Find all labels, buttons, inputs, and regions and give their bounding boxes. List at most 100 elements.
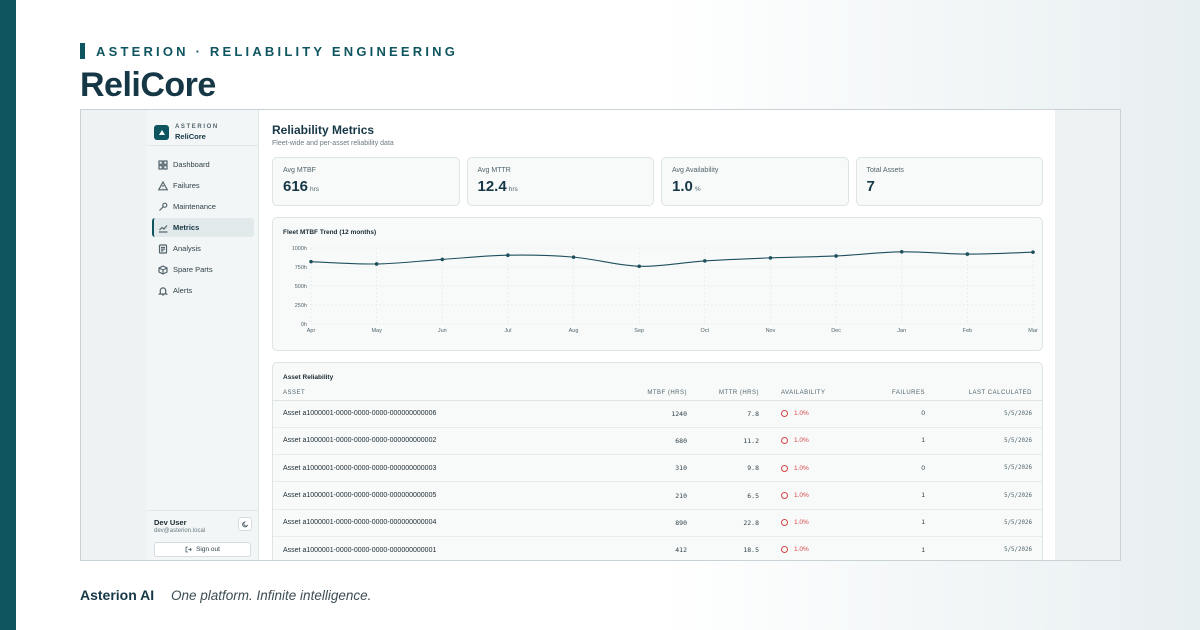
- column-header-availability[interactable]: AVAILABILITY: [769, 387, 879, 401]
- sign-out-label: Sign out: [196, 546, 220, 553]
- sidebar-item-failures[interactable]: Failures: [152, 176, 254, 195]
- y-tick-label: 750h: [295, 265, 307, 271]
- table-row[interactable]: Asset a1000001-0000-0000-0000-0000000000…: [273, 481, 1042, 510]
- sidebar-item-alerts[interactable]: Alerts: [152, 281, 254, 300]
- y-tick-label: 1000h: [292, 246, 307, 252]
- cell-mtbf: 412: [593, 536, 697, 560]
- column-header-asset[interactable]: ASSET: [273, 387, 593, 401]
- availability-value: 1.0%: [794, 464, 809, 472]
- theme-toggle-button[interactable]: [238, 517, 252, 531]
- sidebar-nav: Dashboard Failures Maintenance Metrics A…: [147, 146, 258, 300]
- dashboard-icon: [158, 159, 168, 170]
- column-header-mtbf[interactable]: MTBF (HRS): [593, 387, 697, 401]
- document-icon: [158, 243, 168, 254]
- cell-asset: Asset a1000001-0000-0000-0000-0000000000…: [273, 400, 593, 428]
- series-line: [310, 251, 1034, 267]
- kpi-value: 1.0: [672, 178, 693, 195]
- wrench-icon: [158, 202, 168, 212]
- table-header-row: ASSET MTBF (HRS) MTTR (HRS) AVAILABILITY…: [273, 387, 1042, 401]
- cell-failures: 0: [879, 400, 935, 428]
- sidebar-item-spare-parts[interactable]: Spare Parts: [152, 260, 254, 279]
- kpi-unit: hrs: [508, 186, 518, 193]
- reliability-table: ASSET MTBF (HRS) MTTR (HRS) AVAILABILITY…: [273, 387, 1042, 560]
- sidebar-item-dashboard[interactable]: Dashboard: [152, 155, 254, 174]
- x-tick-label: Jul: [504, 328, 511, 334]
- main-content: Reliability Metrics Fleet-wide and per-a…: [259, 110, 1055, 560]
- data-point: [506, 253, 510, 258]
- cell-last-calculated: 5/5/2026: [935, 454, 1042, 483]
- availability-value: 1.0%: [794, 491, 809, 499]
- cell-mttr: 6.5: [697, 481, 769, 510]
- cell-mtbf: 1240: [593, 400, 697, 428]
- cell-mttr: 18.5: [697, 536, 769, 560]
- product-title: ReliCore: [80, 66, 216, 104]
- eyebrow-marker: [80, 43, 85, 59]
- eyebrow-text: ASTERION · RELIABILITY ENGINEERING: [96, 43, 459, 59]
- mtbf-trend-chart: Fleet MTBF Trend (12 months) 0h 250h 500h 7…: [272, 217, 1043, 351]
- status-ring-icon: [781, 519, 788, 527]
- cell-availability: 1.0%: [769, 454, 879, 483]
- data-point: [571, 255, 576, 259]
- cell-mttr: 9.8: [697, 454, 769, 483]
- data-point: [440, 257, 445, 262]
- y-tick-label: 0h: [301, 322, 307, 328]
- cell-availability: 1.0%: [769, 509, 879, 537]
- app-window: ASTERION ReliCore Dashboard Failures Mai…: [147, 110, 1055, 560]
- y-tick-label: 500h: [295, 284, 307, 290]
- cell-failures: 1: [879, 427, 935, 456]
- cell-availability: 1.0%: [769, 427, 879, 456]
- column-header-failures[interactable]: FAILURES: [879, 387, 935, 401]
- column-header-mttr[interactable]: MTTR (HRS): [697, 387, 769, 401]
- table-row[interactable]: Asset a1000001-0000-0000-0000-0000000000…: [273, 427, 1042, 456]
- cell-mttr: 7.8: [697, 400, 769, 428]
- table-row[interactable]: Asset a1000001-0000-0000-0000-0000000000…: [273, 400, 1042, 428]
- kpi-label: Avg MTTR: [477, 167, 511, 174]
- kpi-card-availability: Avg Availability 1.0%: [661, 157, 849, 206]
- sidebar-item-label: Dashboard: [173, 160, 210, 169]
- sidebar-item-analysis[interactable]: Analysis: [152, 239, 254, 258]
- table-row[interactable]: Asset a1000001-0000-0000-0000-0000000000…: [273, 454, 1042, 483]
- availability-value: 1.0%: [794, 519, 809, 527]
- table-row[interactable]: Asset a1000001-0000-0000-0000-0000000000…: [273, 509, 1042, 537]
- table-title: Asset Reliability: [283, 374, 334, 381]
- kpi-label: Avg MTBF: [283, 167, 316, 174]
- cell-asset: Asset a1000001-0000-0000-0000-0000000000…: [273, 536, 593, 560]
- bell-icon: [158, 286, 168, 296]
- sidebar-item-maintenance[interactable]: Maintenance: [152, 197, 254, 216]
- x-tick-label: Jun: [438, 328, 447, 334]
- eyebrow: ASTERION · RELIABILITY ENGINEERING: [80, 43, 458, 59]
- cell-failures: 0: [879, 454, 935, 483]
- x-tick-label: Feb: [963, 328, 972, 334]
- x-tick-label: Aug: [569, 328, 579, 334]
- cell-failures: 1: [879, 481, 935, 510]
- column-header-last-calculated[interactable]: LAST CALCULATED: [935, 387, 1042, 401]
- brand-app: ReliCore: [175, 132, 206, 141]
- cell-failures: 1: [879, 536, 935, 560]
- kpi-value: 7: [866, 178, 875, 195]
- page-subtitle: Fleet-wide and per-asset reliability dat…: [272, 140, 394, 147]
- sidebar-item-metrics[interactable]: Metrics: [152, 218, 254, 237]
- cell-asset: Asset a1000001-0000-0000-0000-0000000000…: [273, 427, 593, 456]
- brand[interactable]: ASTERION ReliCore: [147, 110, 258, 146]
- status-ring-icon: [781, 437, 788, 445]
- sidebar-item-label: Metrics: [173, 223, 200, 232]
- moon-icon: [241, 520, 248, 527]
- table-row[interactable]: Asset a1000001-0000-0000-0000-0000000000…: [273, 536, 1042, 560]
- sidebar-item-label: Analysis: [173, 244, 201, 253]
- cell-availability: 1.0%: [769, 400, 879, 428]
- sign-out-button[interactable]: Sign out: [154, 542, 251, 557]
- kpi-card-total-assets: Total Assets 7: [855, 157, 1043, 206]
- cell-mttr: 11.2: [697, 427, 769, 456]
- cell-mttr: 22.8: [697, 509, 769, 537]
- cell-last-calculated: 5/5/2026: [935, 509, 1042, 537]
- data-point: [637, 264, 641, 269]
- cell-asset: Asset a1000001-0000-0000-0000-0000000000…: [273, 509, 593, 537]
- footer-brand: Asterion AI: [80, 587, 155, 603]
- sidebar-item-label: Alerts: [173, 286, 193, 295]
- kpi-unit: hrs: [310, 186, 320, 193]
- page-title: Reliability Metrics: [272, 123, 375, 137]
- kpi-label: Total Assets: [866, 167, 904, 174]
- sidebar-item-label: Maintenance: [173, 202, 216, 211]
- cell-last-calculated: 5/5/2026: [935, 481, 1042, 510]
- x-tick-label: Dec: [831, 328, 841, 334]
